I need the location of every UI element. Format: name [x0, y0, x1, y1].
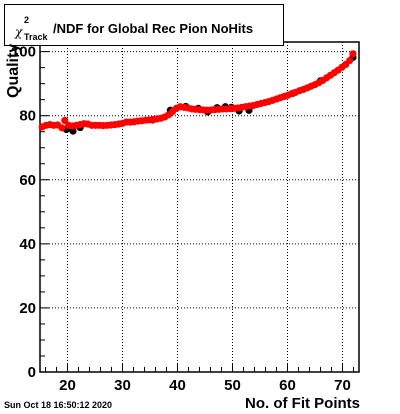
timestamp: Sun Oct 18 16:50:12 2020: [4, 400, 113, 410]
red-data-point: [61, 116, 69, 125]
y-tick-label: 0: [28, 364, 36, 381]
y-tick-label: 20: [19, 300, 36, 317]
chart-title: /NDF for Global Rec Pion NoHits: [53, 21, 254, 36]
x-tick-label: 30: [114, 377, 131, 394]
ticks-layer: 20 30 40 50 60 70 0 20 40 60 80 100: [11, 44, 354, 394]
y-tick-label: 80: [19, 108, 36, 125]
title-chi-symbol: χ: [15, 25, 23, 39]
y-tick-label: 40: [19, 236, 36, 253]
y-axis-label: Quality: [5, 43, 22, 98]
x-tick-label: 60: [279, 377, 296, 394]
y-tick-label: 100: [11, 44, 36, 61]
plot-frame: [39, 41, 360, 373]
title-chi-superscript: 2: [24, 15, 30, 25]
red-data-point: [349, 50, 357, 58]
x-tick-label: 40: [169, 377, 186, 394]
grid-layer: [40, 42, 359, 373]
x-tick-label: 20: [59, 377, 76, 394]
red-data-point: [346, 56, 354, 65]
points-layer: [38, 50, 357, 135]
chart-title-box: χ 2 Track /NDF for Global Rec Pion NoHit…: [4, 4, 284, 46]
y-tick-label: 60: [19, 172, 36, 189]
title-chi-subscript: Track: [24, 32, 48, 42]
x-axis-label: No. of Fit Points: [245, 395, 360, 412]
red-data-point: [58, 124, 66, 132]
x-tick-label: 70: [334, 377, 351, 394]
x-tick-label: 50: [224, 377, 241, 394]
